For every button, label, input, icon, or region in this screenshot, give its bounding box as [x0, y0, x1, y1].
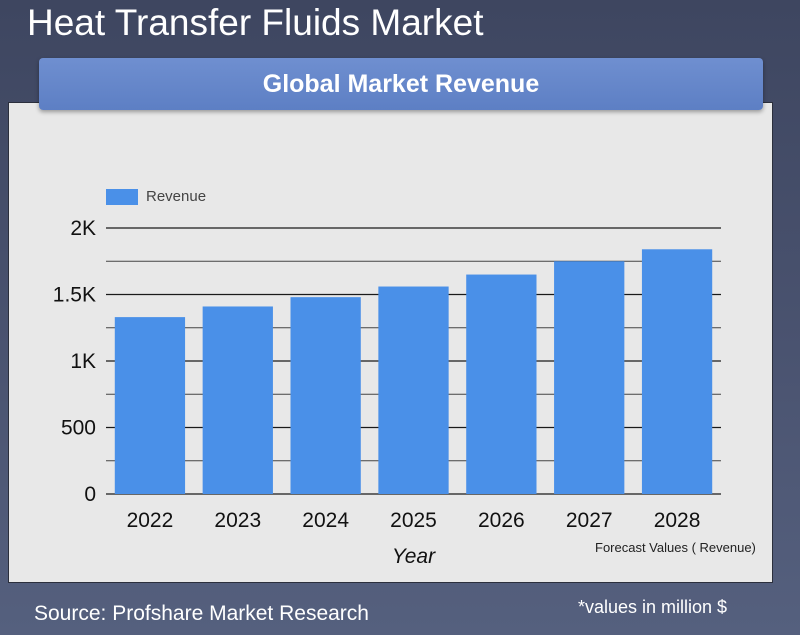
chart-legend: Revenue — [106, 188, 206, 205]
x-tick-label: 2027 — [566, 509, 613, 532]
bar-2028 — [641, 249, 713, 494]
y-tick-label: 1.5K — [53, 284, 96, 307]
bar-2027 — [554, 261, 625, 494]
units-note: *values in million $ — [578, 597, 728, 617]
x-tick-label: 2028 — [654, 509, 701, 532]
source-text: Source: Profshare Market Research — [34, 602, 369, 625]
chart-panel: 0 500 1K 1.5K 2K 2022 2023 2024 2025 2026 2027 2028… — [8, 102, 773, 583]
bar-2026 — [466, 274, 537, 494]
y-tick-label: 0 — [84, 483, 96, 506]
legend-label-revenue: Revenue — [146, 188, 207, 205]
bar-2023 — [202, 306, 273, 494]
chart-banner: Global Market Revenue — [39, 58, 763, 110]
x-tick-label: 2022 — [127, 509, 174, 532]
bar-2022 — [114, 317, 186, 494]
bar-chart: 0 500 1K 1.5K 2K 2022 2023 2024 2025 2026 2027 2028… — [53, 217, 721, 568]
x-tick-label: 2024 — [302, 509, 349, 532]
x-tick-label: 2025 — [390, 509, 437, 532]
bar-2025 — [378, 286, 449, 494]
x-tick-label: 2026 — [478, 509, 525, 532]
forecast-note: Forecast Values ( Revenue) — [595, 540, 756, 555]
bar-2024 — [290, 297, 361, 494]
banner-title: Global Market Revenue — [262, 69, 540, 98]
legend-swatch-revenue — [106, 188, 138, 205]
x-tick-label: 2023 — [214, 509, 261, 532]
page-title: Heat Transfer Fluids Market — [27, 2, 484, 43]
x-axis-title: Year — [392, 545, 436, 568]
y-tick-label: 1K — [70, 350, 96, 373]
y-tick-label: 2K — [70, 217, 96, 240]
y-tick-label: 500 — [61, 417, 96, 440]
